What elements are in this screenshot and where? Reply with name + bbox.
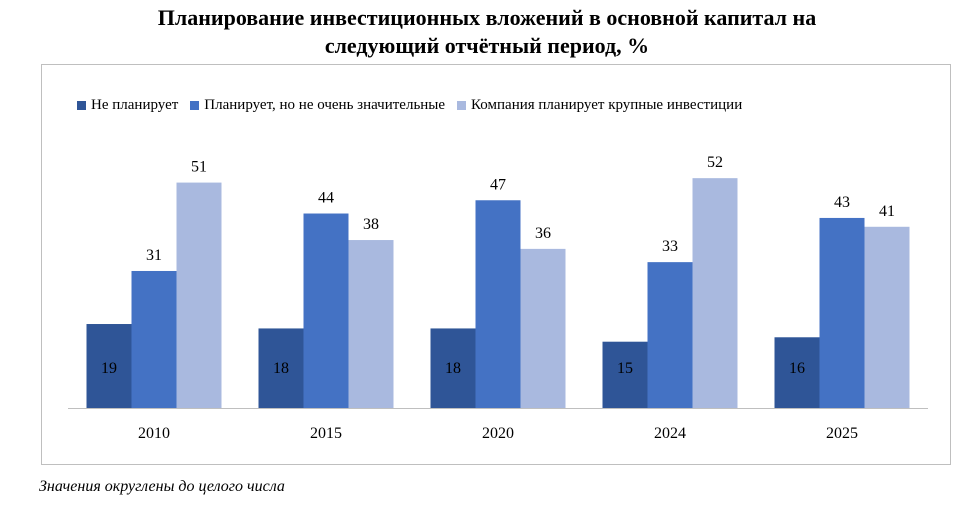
data-label-2015-series-2: 44 [318,190,334,207]
bar-2015-series-1 [258,328,304,408]
bar-2015-series-3 [348,240,394,408]
bar-2015-series-2 [303,213,349,408]
bar-2020-series-3 [520,248,566,408]
data-label-2015-series-3: 38 [363,216,379,233]
bar-2020-series-2 [475,200,521,408]
bar-2025-series-3 [864,226,910,408]
chart-title: Планирование инвестиционных вложений в о… [0,4,974,60]
data-label-2020-series-2: 47 [490,176,506,193]
data-label-2020-series-1: 18 [445,360,461,377]
legend-label-minor-investment: Планирует, но не очень значительные [204,96,446,113]
legend-swatch-minor-investment [190,100,200,110]
x-tick-label-2015: 2015 [310,425,342,442]
data-label-2025-series-3: 41 [879,203,895,220]
legend-label-major-investment: Компания планирует крупные инвестиции [471,96,743,113]
bar-2024-series-3 [692,178,738,408]
bar-2025-series-2 [819,217,865,408]
x-tick-label-2024: 2024 [654,425,686,442]
bar-2024-series-2 [647,262,693,408]
legend-label-not-planning: Не планирует [91,96,179,113]
x-tick-label-2025: 2025 [826,425,858,442]
legend-item-minor-investment: Планирует, но не очень значительные [190,97,445,114]
data-label-2010-series-2: 31 [146,247,162,264]
data-label-2024-series-1: 15 [617,360,633,377]
bar-2010-series-2 [131,270,177,408]
data-label-2015-series-1: 18 [273,360,289,377]
data-label-2025-series-1: 16 [789,360,805,377]
legend-swatch-major-investment [457,100,467,110]
legend-item-major-investment: Компания планирует крупные инвестиции [457,97,742,114]
bar-2024-series-1 [602,341,648,408]
bar-2010-series-3 [176,182,222,408]
bar-2020-series-1 [430,328,476,408]
legend-swatch-not-planning [77,100,86,110]
data-label-2010-series-1: 19 [101,360,117,377]
bar-2010-series-1 [86,324,132,408]
data-label-2025-series-2: 43 [834,194,850,211]
data-label-2024-series-2: 33 [662,238,678,255]
x-tick-label-2020: 2020 [482,425,514,442]
chart-title-line-2: следующий отчётный период, % [324,33,650,58]
footnote: Значения округлены до целого числа [39,478,285,495]
data-label-2024-series-3: 52 [707,154,723,171]
chart-title-line-1: Планирование инвестиционных вложений в о… [157,5,817,30]
data-label-2010-series-3: 51 [191,159,207,176]
legend-item-not-planning: Не планирует [77,97,178,114]
chart-legend: Не планирует Планирует, но не очень знач… [77,95,754,115]
data-label-2020-series-3: 36 [535,225,551,242]
x-tick-label-2010: 2010 [138,425,170,442]
bar-2025-series-1 [774,337,820,408]
